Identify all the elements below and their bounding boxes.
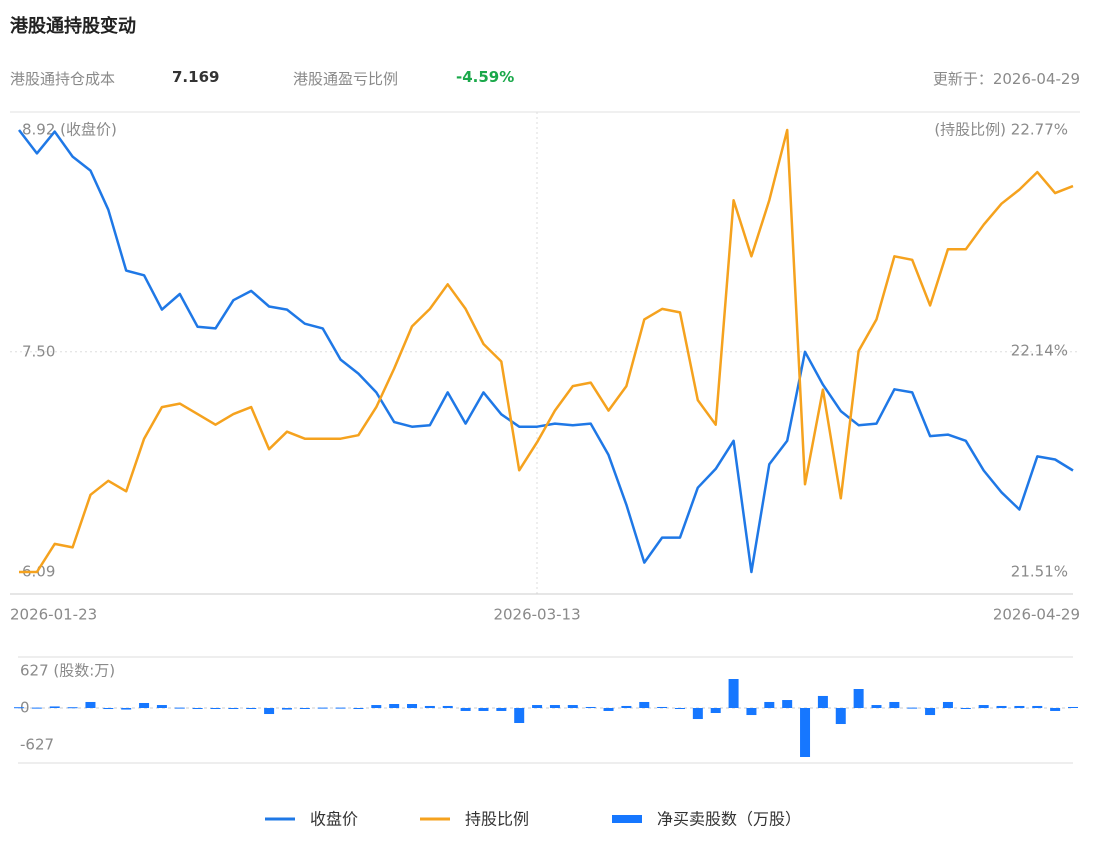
y2-tick-label: 21.51% (1011, 563, 1068, 581)
bar (585, 706, 596, 708)
bar (228, 708, 239, 709)
bar (871, 705, 882, 708)
y-tick-label: -627 (20, 736, 54, 754)
x-tick-label: 2026-03-13 (493, 606, 580, 624)
price-line (19, 128, 1074, 574)
bar (692, 708, 703, 720)
bar (85, 701, 96, 708)
y-tick-label: 627 (股数:万) (20, 662, 115, 680)
bar (978, 705, 989, 708)
bar (478, 708, 489, 711)
bar (31, 707, 42, 709)
bar (460, 708, 471, 711)
bar (996, 705, 1007, 708)
bar (317, 707, 328, 709)
bar (674, 708, 685, 709)
updated-time: 更新于：2026-04-29 (932, 70, 1080, 88)
bar (800, 708, 811, 757)
bar (281, 708, 292, 710)
legend-swatch (612, 815, 642, 823)
bar (1014, 705, 1025, 708)
bar (907, 707, 918, 709)
bar (889, 701, 900, 708)
legend-label: 持股比例 (465, 810, 529, 829)
stat-value: -4.59% (456, 68, 515, 86)
bar (49, 706, 60, 708)
bar (817, 695, 828, 708)
bar (371, 705, 382, 708)
bar (782, 700, 793, 708)
bar (335, 707, 346, 709)
y-tick-label: 8.92 (收盘价) (22, 121, 117, 139)
stat-label: 港股通持仓成本 (10, 70, 116, 88)
legend-label: 净买卖股数（万股） (657, 810, 801, 829)
bar (942, 701, 953, 708)
y2-tick-label: (持股比例) 22.77% (934, 121, 1068, 139)
stat-label: 港股通盈亏比例 (293, 70, 399, 88)
bar (246, 708, 257, 709)
x-tick-label: 2026-04-29 (993, 606, 1080, 624)
bar (299, 708, 310, 709)
bar (264, 708, 275, 715)
bar (925, 708, 936, 716)
bar (639, 701, 650, 708)
widget-title: 港股通持股变动 (10, 16, 136, 37)
bar (353, 708, 364, 709)
stat-value: 7.169 (172, 68, 220, 86)
bar (1068, 706, 1078, 708)
bar (532, 705, 543, 708)
bar (549, 705, 560, 708)
bar (121, 708, 132, 710)
y2-tick-label: 22.14% (1011, 342, 1068, 360)
bar (1050, 708, 1061, 711)
bar (710, 708, 721, 714)
bar (764, 701, 775, 708)
bar (853, 689, 864, 708)
legend-label: 收盘价 (310, 810, 358, 829)
bar (14, 707, 24, 709)
bar (389, 704, 400, 708)
y-tick-label: 6.09 (22, 563, 55, 581)
bar (407, 704, 418, 708)
bar (960, 708, 971, 709)
bar (174, 707, 185, 709)
bar (835, 708, 846, 725)
bar (424, 705, 435, 708)
x-tick-label: 2026-01-23 (10, 606, 97, 624)
bar (192, 708, 203, 709)
bar (746, 708, 757, 716)
bar (603, 708, 614, 711)
bar (1032, 705, 1043, 708)
bar (496, 708, 507, 711)
bar (621, 705, 632, 708)
bar (210, 708, 221, 709)
bar (156, 705, 167, 708)
bar (139, 702, 150, 708)
bar (514, 708, 525, 724)
bar (728, 679, 739, 708)
price-line (18, 129, 1074, 574)
bar (567, 705, 578, 708)
bar (67, 707, 78, 709)
bar (103, 708, 114, 710)
bar (442, 705, 453, 708)
bar (657, 706, 668, 708)
y-tick-label: 7.50 (22, 342, 55, 360)
